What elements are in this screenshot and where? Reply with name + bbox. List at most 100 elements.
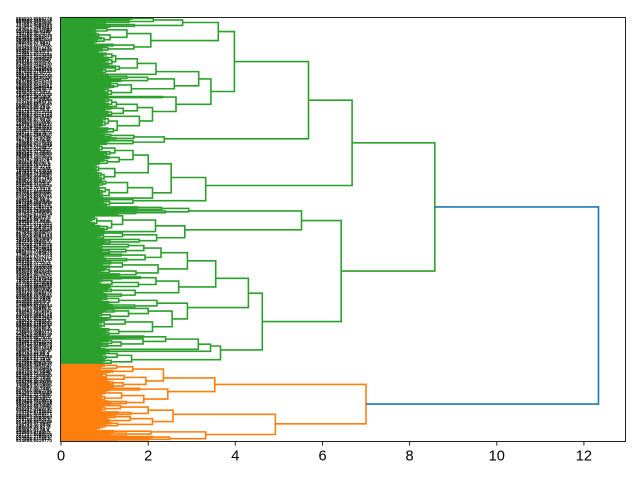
- svg-text:956964.7485415: 956964.7485415: [16, 204, 52, 210]
- svg-text:593884.57.8545: 593884.57.8545: [16, 172, 51, 178]
- svg-text:036427.97855.6: 036427.97855.6: [16, 407, 51, 413]
- svg-text:897942.07168.7: 897942.07168.7: [16, 145, 51, 151]
- svg-text:599974.9950990: 599974.9950990: [16, 415, 52, 421]
- svg-text:846694.3550840: 846694.3550840: [16, 271, 52, 277]
- svg-text:966925.60.3448: 966925.60.3448: [16, 118, 51, 124]
- svg-text:475590.6715344: 475590.6715344: [16, 303, 52, 309]
- svg-text:544453.88.44.6: 544453.88.44.6: [16, 217, 50, 223]
- svg-text:482783.44.86.4: 482783.44.86.4: [16, 350, 50, 356]
- svg-text:985946.8217790: 985946.8217790: [16, 175, 52, 181]
- svg-text:266485.90.7313: 266485.90.7313: [16, 272, 51, 278]
- svg-text:877542.9716414: 877542.9716414: [16, 212, 52, 218]
- svg-text:337747.8656016: 337747.8656016: [16, 432, 52, 438]
- svg-text:995677.07.4318: 995677.07.4318: [16, 187, 51, 193]
- svg-text:945573.4056579: 945573.4056579: [16, 331, 52, 337]
- svg-text:400379.98.02.8: 400379.98.02.8: [16, 158, 50, 164]
- svg-text:800550.6217845: 800550.6217845: [16, 141, 52, 147]
- svg-text:975986.69.63.6: 975986.69.63.6: [16, 301, 50, 307]
- svg-text:807644.6489696: 807644.6489696: [16, 210, 52, 216]
- svg-text:273766.99837.9: 273766.99837.9: [16, 99, 51, 105]
- svg-text:524455.66.6499: 524455.66.6499: [16, 29, 51, 35]
- svg-text:523890.69579.6: 523890.69579.6: [16, 202, 51, 208]
- svg-text:959244.78.8696: 959244.78.8696: [16, 198, 51, 204]
- svg-text:483725.3516276: 483725.3516276: [16, 290, 52, 296]
- svg-text:598453.9953698: 598453.9953698: [16, 402, 52, 408]
- svg-text:276084.88.8047: 276084.88.8047: [16, 229, 51, 235]
- svg-text:372956.75.0895: 372956.75.0895: [16, 297, 51, 303]
- svg-text:079764.8456746: 079764.8456746: [16, 194, 52, 200]
- svg-text:409540.80.9399: 409540.80.9399: [16, 377, 51, 383]
- svg-text:10: 10: [489, 448, 505, 464]
- svg-text:466656.57.8875: 466656.57.8875: [16, 117, 51, 123]
- svg-text:608902.58.4048: 608902.58.4048: [16, 358, 51, 364]
- svg-text:408674.08.3447: 408674.08.3447: [16, 128, 51, 134]
- svg-text:879269.07.7043: 879269.07.7043: [16, 261, 51, 267]
- svg-text:842443.7450078: 842443.7450078: [16, 265, 52, 271]
- svg-text:746470.5618719: 746470.5618719: [16, 310, 52, 316]
- svg-text:500529.9417619: 500529.9417619: [16, 345, 52, 351]
- svg-text:984643.50.7845: 984643.50.7845: [16, 375, 51, 381]
- svg-text:460600.97.09.9: 460600.97.09.9: [16, 428, 50, 434]
- svg-text:666969.0018414: 666969.0018414: [16, 413, 52, 419]
- svg-text:500556.85849.4: 500556.85849.4: [16, 179, 51, 185]
- svg-text:779626.0754574: 779626.0754574: [16, 252, 52, 258]
- svg-text:623466.0410470: 623466.0410470: [16, 61, 52, 67]
- svg-text:476589.4416446: 476589.4416446: [16, 263, 52, 269]
- svg-text:808793.78.5045: 808793.78.5045: [16, 58, 51, 64]
- svg-text:982003.4217099: 982003.4217099: [16, 27, 52, 33]
- svg-text:597548.0759740: 597548.0759740: [16, 69, 52, 75]
- svg-text:568574.33180.4: 568574.33180.4: [16, 348, 51, 354]
- svg-text:068906.3486644: 068906.3486644: [16, 84, 52, 90]
- svg-text:048304.8217792: 048304.8217792: [16, 44, 52, 50]
- svg-text:376776.9715512: 376776.9715512: [16, 409, 52, 415]
- svg-text:948464.44509.8: 948464.44509.8: [16, 60, 51, 66]
- svg-text:987753.98.5917: 987753.98.5917: [16, 396, 51, 402]
- svg-text:797428.2616644: 797428.2616644: [16, 246, 52, 252]
- svg-text:888846.68894.8: 888846.68894.8: [16, 324, 51, 330]
- svg-text:590804.6314398: 590804.6314398: [16, 354, 52, 360]
- svg-text:038493.9616048: 038493.9616048: [16, 347, 52, 353]
- svg-text:508365.73.0879: 508365.73.0879: [16, 371, 51, 377]
- svg-text:568079.55.76.0: 568079.55.76.0: [16, 103, 50, 109]
- svg-text:859395.70157.4: 859395.70157.4: [16, 259, 51, 265]
- svg-text:970339.8686745: 970339.8686745: [16, 284, 52, 290]
- svg-text:965568.60162.6: 965568.60162.6: [16, 160, 51, 166]
- svg-text:996252.9915478: 996252.9915478: [16, 86, 52, 92]
- svg-text:540096.4884847: 540096.4884847: [16, 174, 52, 180]
- svg-text:750077.4252694: 750077.4252694: [16, 25, 52, 31]
- svg-text:655446.83.65.3: 655446.83.65.3: [16, 352, 50, 358]
- svg-text:004700.75.9596: 004700.75.9596: [16, 208, 51, 214]
- svg-text:957595.69578.9: 957595.69578.9: [16, 215, 51, 221]
- svg-text:379360.34887.6: 379360.34887.6: [16, 333, 51, 339]
- svg-text:708985.0018540: 708985.0018540: [16, 139, 52, 145]
- svg-text:444787.9455577: 444787.9455577: [16, 411, 52, 417]
- svg-text:646939.94194.4: 646939.94194.4: [16, 214, 51, 220]
- svg-text:795629.62.6713: 795629.62.6713: [16, 75, 51, 81]
- svg-text:044767.8413390: 044767.8413390: [16, 316, 52, 322]
- svg-text:809362.8813748: 809362.8813748: [16, 73, 52, 79]
- svg-text:480783.75.0646: 480783.75.0646: [16, 137, 51, 143]
- svg-text:968777.28105.8: 968777.28105.8: [16, 94, 51, 100]
- svg-text:4: 4: [231, 448, 239, 464]
- svg-text:407200.55859.9: 407200.55859.9: [16, 307, 51, 313]
- svg-text:677450.5818999: 677450.5818999: [16, 282, 52, 288]
- svg-text:693796.5419374: 693796.5419374: [16, 79, 52, 85]
- svg-text:359459.44546.7: 359459.44546.7: [16, 88, 51, 94]
- svg-text:985870.7456976: 985870.7456976: [16, 250, 52, 256]
- svg-text:057847.5653678: 057847.5653678: [16, 314, 52, 320]
- svg-text:529642.32.5898: 529642.32.5898: [16, 392, 51, 398]
- svg-text:447057.7517774: 447057.7517774: [16, 253, 52, 259]
- svg-text:970540.64.2678: 970540.64.2678: [16, 295, 51, 301]
- svg-text:050898.4687414: 050898.4687414: [16, 37, 52, 43]
- svg-text:996280.5386690: 996280.5386690: [16, 320, 52, 326]
- svg-text:007463.70.6076: 007463.70.6076: [16, 185, 51, 191]
- svg-text:768635.39555.8: 768635.39555.8: [16, 318, 51, 324]
- svg-text:925874.4619519: 925874.4619519: [16, 48, 52, 54]
- svg-text:867646.4458010: 867646.4458010: [16, 231, 52, 237]
- svg-text:546577.89.7490: 546577.89.7490: [16, 386, 51, 392]
- svg-text:834950.7858990: 834950.7858990: [16, 373, 52, 379]
- svg-text:598359.44.0598: 598359.44.0598: [16, 166, 51, 172]
- svg-text:935737.8514878: 935737.8514878: [16, 130, 52, 136]
- svg-text:855658.7618613: 855658.7618613: [16, 293, 52, 299]
- svg-text:025797.3917394: 025797.3917394: [16, 156, 52, 162]
